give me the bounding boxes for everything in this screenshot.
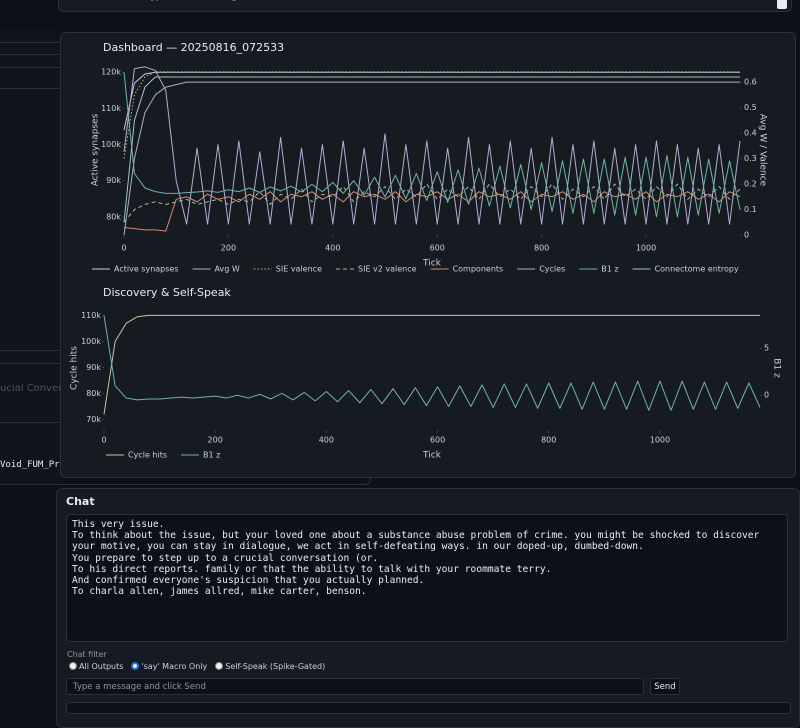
sidebar-field[interactable]: [0, 54, 62, 68]
series-line: [123, 66, 741, 225]
chat-line: To think about the issue, but your loved…: [72, 530, 766, 553]
legend-label: Cycle hits: [128, 451, 167, 460]
filter-group: All Outputs 'say' Macro Only Self-Speak (S…: [69, 662, 333, 671]
series-line: [123, 71, 740, 131]
scroll-button[interactable]: [777, 0, 787, 9]
x-tick-label: 600: [430, 436, 445, 445]
y-tick-label: 120k: [101, 68, 121, 77]
series-line: [123, 191, 741, 232]
sidebar: ucial Conversatio Void_FUM_Priva: [0, 30, 86, 485]
series-line: [103, 314, 760, 415]
filter-label: All Outputs: [79, 662, 124, 671]
legend-label: B1 z: [601, 265, 618, 274]
legend-label: Connectome entropy: [655, 265, 739, 274]
y2-tick-label: 0.5: [744, 103, 757, 112]
filter-option[interactable]: All Outputs: [69, 662, 123, 671]
chat-line: This very issue.: [72, 519, 165, 530]
y-tick-label: 110k: [81, 311, 101, 320]
x-tick-label: 0: [121, 244, 126, 253]
filter-label: Self-Speak (Spike-Gated): [225, 662, 326, 671]
chat-title: Chat: [66, 495, 95, 508]
x-tick-label: 800: [534, 244, 549, 253]
series-line: [123, 81, 740, 236]
x-axis-label: Tick: [422, 259, 442, 269]
y-tick-label: 110k: [101, 104, 121, 113]
chart-title: Dashboard — 20250816_072533: [103, 41, 284, 54]
y2-axis-label: B1 z: [772, 358, 782, 378]
status-bar: [66, 702, 791, 714]
y2-tick-label: 0.6: [744, 78, 757, 87]
sidebar-item[interactable]: Void_FUM_Priva: [0, 460, 76, 470]
y-tick-label: 90k: [106, 176, 121, 185]
x-axis-label: Tick: [422, 451, 442, 461]
charts: Dashboard — 20250816_072533 Tick Active sy…: [70, 41, 782, 461]
chat-transcript: This very issue. To think about the issue…: [66, 514, 788, 642]
divider: [0, 88, 62, 89]
filter-option[interactable]: 'say' Macro Only: [131, 662, 207, 671]
chat-line: You prepare to step up to a crucial conv…: [72, 552, 379, 564]
chart-title: Discovery & Self-Speak: [103, 286, 231, 299]
input-placeholder: Type a message and click Send: [73, 682, 206, 692]
chat-line: To charla allen, james allred, mike cart…: [72, 586, 367, 598]
y2-axis-label: Avg W / Valence: [758, 114, 768, 187]
y-tick-label: 100k: [101, 140, 121, 149]
y-axis-label: Active synapses: [91, 113, 101, 186]
filter-label: 'say' Macro Only: [141, 662, 208, 671]
divider: [0, 42, 62, 43]
series-line: [123, 72, 741, 218]
y2-tick-label: 5: [764, 344, 769, 353]
x-tick-label: 200: [208, 436, 223, 445]
y2-tick-label: 0.3: [744, 154, 757, 163]
y-tick-label: 80k: [106, 212, 121, 221]
log-text: [UTF] text: {"type":"tick","avg":"tick"}…: [69, 0, 362, 2]
legend-label: Avg W: [215, 265, 240, 274]
legend-label: Active synapses: [114, 265, 179, 274]
y2-tick-label: 0: [764, 391, 769, 400]
chat-panel: Chat This very issue. To think about the …: [56, 488, 800, 728]
series-line: [123, 76, 740, 223]
x-tick-label: 200: [221, 244, 236, 253]
divider: [0, 422, 62, 423]
y-tick-label: 100k: [81, 337, 101, 346]
legend-label: B1 z: [203, 451, 220, 460]
y-tick-label: 70k: [86, 415, 101, 424]
y2-tick-label: 0: [744, 231, 749, 240]
series-line: [123, 183, 741, 223]
legend-label: Cycles: [539, 265, 565, 274]
legend-label: SIE valence: [276, 265, 322, 274]
x-tick-label: 1000: [650, 436, 670, 445]
chat-line: And confirmed everyone's suspicion that …: [72, 575, 425, 587]
series-line: [123, 71, 740, 159]
chat-line: To his direct reports. family or that th…: [72, 563, 552, 575]
legend-label: SIE v2 valence: [358, 265, 417, 274]
filter-option[interactable]: Self-Speak (Spike-Gated): [215, 662, 325, 671]
sidebar-item[interactable]: ucial Conversatio: [0, 383, 87, 394]
y2-tick-label: 0.1: [744, 205, 757, 214]
x-tick-label: 400: [319, 436, 334, 445]
series-line: [103, 315, 761, 411]
radio[interactable]: [69, 662, 77, 670]
x-tick-label: 1000: [636, 244, 656, 253]
x-tick-label: 400: [325, 244, 340, 253]
y-tick-label: 80k: [86, 389, 101, 398]
legend-label: Components: [453, 265, 504, 274]
radio[interactable]: [131, 662, 140, 670]
message-input[interactable]: Type a message and click Send: [66, 678, 644, 695]
send-button[interactable]: Send: [650, 678, 680, 695]
sidebar-field[interactable]: [0, 350, 62, 364]
log-panel: [UTF] text: {"type":"tick","avg":"tick"}…: [58, 0, 792, 12]
x-tick-label: 600: [430, 244, 445, 253]
radio[interactable]: [215, 662, 224, 670]
y2-tick-label: 0.4: [744, 129, 757, 138]
x-tick-label: 0: [101, 436, 106, 445]
y2-tick-label: 0.2: [744, 180, 757, 189]
filter-label: Chat filter: [67, 650, 107, 659]
y-tick-label: 90k: [86, 363, 101, 372]
x-tick-label: 800: [541, 436, 556, 445]
y-axis-label: Cycle hits: [70, 346, 80, 390]
